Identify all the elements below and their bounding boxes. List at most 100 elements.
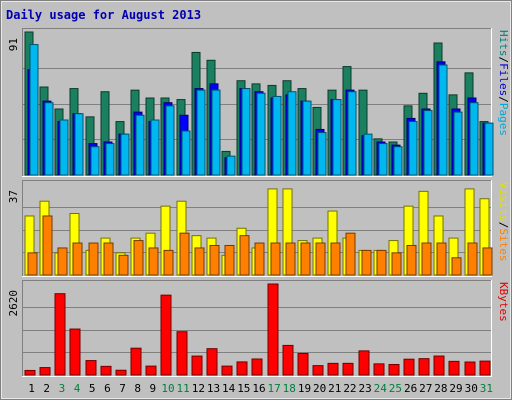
bar-pages-day-21	[332, 99, 342, 176]
panel-legend: KBytes	[497, 282, 510, 322]
bar-kbytes-day-15	[236, 361, 248, 376]
x-tick-label: 29	[449, 382, 462, 395]
bar-pages-day-13	[211, 89, 221, 176]
bar-pages-day-9	[150, 119, 160, 176]
bar-kbytes-day-26	[403, 358, 415, 376]
x-tick-label: 15	[237, 382, 250, 395]
bar-pages-day-12	[196, 89, 206, 176]
bar-sites-day-31	[482, 247, 493, 276]
legend-item-pages: Pages	[497, 103, 510, 136]
bar-sites-day-5	[88, 242, 99, 276]
bar-kbytes-day-19	[297, 352, 309, 376]
bar-sites-day-12	[194, 247, 205, 276]
bar-pages-day-28	[438, 64, 448, 176]
bar-pages-day-26	[408, 121, 418, 176]
x-tick-label: 24	[374, 382, 388, 395]
bar-pages-day-20	[317, 132, 327, 176]
bar-kbytes-day-2	[39, 367, 51, 376]
bar-pages-day-29	[453, 111, 463, 176]
bar-sites-day-22	[345, 232, 356, 276]
legend-separator: /	[497, 57, 510, 64]
bar-kbytes-day-30	[464, 361, 476, 376]
bar-sites-day-21	[330, 242, 341, 276]
y-max-label: 2620	[7, 290, 20, 317]
legend-text: Hits/Files/Pages	[497, 30, 510, 136]
x-tick-label: 7	[119, 382, 126, 395]
x-tick-label: 2	[43, 382, 50, 395]
bar-sites-day-28	[436, 242, 447, 276]
bar-kbytes-day-18	[282, 344, 294, 376]
bar-pages-day-19	[302, 100, 312, 176]
bar-sites-day-18	[285, 242, 296, 276]
panel-middle: 37 Visits/Sites	[7, 180, 510, 277]
bar-pages-day-24	[378, 143, 388, 176]
bar-sites-day-23	[361, 249, 372, 276]
bar-sites-day-3	[57, 247, 68, 276]
x-tick-label: 25	[389, 382, 402, 395]
bar-pages-day-2	[44, 102, 54, 176]
bar-sites-day-26	[406, 244, 417, 276]
bar-kbytes-day-31	[479, 360, 491, 376]
legend-text: KBytes	[497, 282, 510, 322]
bar-kbytes-day-27	[418, 358, 430, 376]
bar-kbytes-day-23	[358, 350, 370, 376]
bar-kbytes-day-22	[342, 362, 354, 376]
bar-sites-day-16	[254, 242, 265, 276]
legend-text: Visits/Sites	[497, 182, 510, 262]
bar-sites-day-13	[209, 244, 220, 276]
x-tick-label: 9	[150, 382, 157, 395]
bar-sites-day-2	[42, 215, 53, 276]
bar-pages-day-16	[256, 92, 266, 176]
legend-separator: /	[497, 222, 510, 229]
bar-kbytes-day-1	[24, 369, 36, 376]
bar-kbytes-day-28	[433, 355, 445, 376]
x-tick-label: 8	[134, 382, 141, 395]
bar-pages-day-11	[181, 130, 191, 176]
bar-pages-day-10	[165, 105, 175, 176]
bar-sites-day-4	[72, 242, 83, 276]
bar-pages-day-14	[226, 155, 236, 176]
bar-pages-day-5	[90, 146, 100, 176]
x-tick-label: 13	[207, 382, 220, 395]
bar-sites-day-30	[467, 242, 478, 276]
bar-sites-day-20	[315, 242, 326, 276]
bar-kbytes-day-21	[327, 362, 339, 376]
y-max-label: 37	[7, 190, 20, 203]
x-tick-label: 23	[358, 382, 371, 395]
bar-kbytes-day-10	[160, 294, 172, 376]
bar-kbytes-day-20	[312, 365, 324, 376]
panel-legend: Hits/Files/Pages	[497, 30, 510, 136]
legend-item-kbytes: KBytes	[497, 282, 510, 322]
bar-pages-day-27	[423, 110, 433, 176]
bar-kbytes-day-14	[221, 365, 233, 376]
x-tick-label: 3	[59, 382, 66, 395]
bar-pages-day-18	[287, 91, 297, 176]
bar-pages-day-23	[363, 133, 373, 176]
bar-sites-day-15	[239, 235, 250, 276]
bar-kbytes-day-4	[69, 328, 81, 376]
bar-sites-day-19	[300, 242, 311, 276]
x-tick-label: 27	[419, 382, 432, 395]
bar-sites-day-10	[163, 249, 174, 276]
bar-sites-day-9	[148, 247, 159, 276]
bar-kbytes-day-29	[448, 360, 460, 376]
x-tick-label: 5	[89, 382, 96, 395]
x-tick-label: 4	[74, 382, 81, 395]
bar-pages-day-30	[469, 102, 479, 176]
x-tick-label: 1	[28, 382, 35, 395]
bar-sites-day-25	[391, 252, 402, 276]
panel-bars	[24, 188, 493, 276]
bar-kbytes-day-13	[206, 348, 218, 376]
bar-pages-day-4	[74, 113, 84, 176]
panel-legend: Visits/Sites	[497, 182, 510, 262]
bar-sites-day-8	[133, 240, 144, 276]
x-tick-label: 16	[252, 382, 265, 395]
x-tick-label: 30	[465, 382, 478, 395]
bar-kbytes-day-9	[145, 365, 157, 376]
x-tick-label: 19	[298, 382, 311, 395]
x-tick-label: 14	[222, 382, 236, 395]
bar-pages-day-25	[393, 146, 403, 176]
x-tick-label: 10	[161, 382, 174, 395]
x-tick-label: 26	[404, 382, 417, 395]
